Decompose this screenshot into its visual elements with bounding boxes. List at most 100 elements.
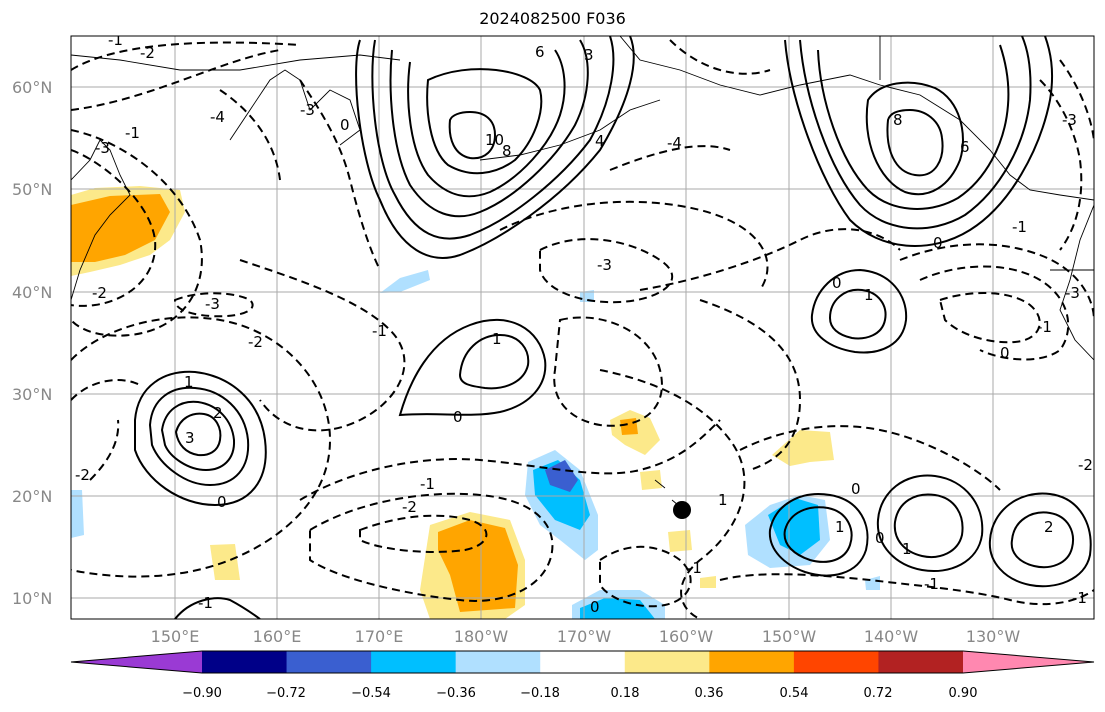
contour-high-east-5 xyxy=(886,108,944,177)
coast-japan xyxy=(71,139,131,301)
contour-west-high-4 xyxy=(174,412,222,457)
contour-label: 2 xyxy=(213,404,223,422)
contour-label: 8 xyxy=(502,142,512,160)
contour-neg-5 xyxy=(239,259,406,432)
contour-label: 0 xyxy=(1000,344,1010,362)
contour-label: 3 xyxy=(185,429,195,447)
lon-label: 160°W xyxy=(659,627,714,646)
contour-label: -1 xyxy=(372,322,387,340)
colorbar-segment xyxy=(371,651,457,673)
colorbar-tick-label: −0.90 xyxy=(182,686,222,701)
contour-west-high-3 xyxy=(160,400,236,472)
contour-label: -3 xyxy=(205,295,220,313)
contour-east-low-1 xyxy=(876,474,984,572)
contour-neg-10 xyxy=(309,492,554,602)
map-title: 2024082500 F036 xyxy=(479,9,626,28)
colorbar-segment xyxy=(286,651,372,673)
shade-cold-east-core xyxy=(768,498,820,555)
colorbar-segment xyxy=(202,651,288,673)
contour-label: 1 xyxy=(184,373,194,391)
contour-label: 1 xyxy=(835,518,845,536)
coast-kamchatka xyxy=(229,69,361,146)
contour-label: -3 xyxy=(95,139,110,157)
contour-label: 0 xyxy=(832,274,842,292)
contour-low-pair-1 xyxy=(768,493,869,577)
lat-axis: 60°N 50°N 40°N 30°N 20°N 10°N xyxy=(12,78,52,608)
contour-high-west-5 xyxy=(426,68,543,175)
colorbar-labels: −0.90 −0.72 −0.54 −0.36 −0.18 0.18 0.36 … xyxy=(182,686,977,701)
contour-neg-19 xyxy=(899,243,1094,321)
contour-high-east-4 xyxy=(865,81,964,196)
contour-label: -3 xyxy=(1065,284,1080,302)
contour-neg-1 xyxy=(71,41,301,71)
contour-label: -4 xyxy=(210,108,225,126)
contour-neg-22 xyxy=(1059,59,1094,141)
coast-siberia xyxy=(71,54,401,71)
contour-label: -1 xyxy=(924,575,939,593)
contour-high-west-6 xyxy=(448,110,497,160)
contour-label: -3 xyxy=(300,101,315,119)
contour-neg-28 xyxy=(719,573,1094,606)
contour-label: 0 xyxy=(590,598,600,616)
shade-warm-near-hawaii-core xyxy=(620,418,638,435)
contour-neg-12 xyxy=(599,369,746,619)
contour-mid-ridge xyxy=(398,319,547,417)
contour-label: 4 xyxy=(595,132,605,150)
contour-label: 6 xyxy=(960,138,970,156)
contour-labels: -2 -1 -4 -3 -1 -3 0 6 3 10 8 -4 4 8 6 0 … xyxy=(75,31,1093,616)
contour-label: -3 xyxy=(1062,111,1077,129)
contour-label: 2 xyxy=(1044,518,1054,536)
contour-label: -2 xyxy=(402,498,417,516)
colorbar-tick-label: −0.18 xyxy=(520,686,560,701)
contour-neg-29 xyxy=(553,316,663,427)
typhoon-center-marker xyxy=(673,501,691,519)
contour-neg-16 xyxy=(609,145,731,171)
map-panel: -2 -1 -4 -3 -1 -3 0 6 3 10 8 -4 4 8 6 0 … xyxy=(71,31,1094,619)
colorbar xyxy=(70,650,1095,674)
shade-warm-east xyxy=(772,430,834,466)
colorbar-segment xyxy=(624,651,710,673)
contour-neg-23 xyxy=(1039,79,1083,251)
shading-layer xyxy=(71,186,880,619)
contour-label: -1 xyxy=(198,594,213,612)
contour-label: 6 xyxy=(535,43,545,61)
contour-neg-20 xyxy=(919,265,1070,361)
lon-label: 140°W xyxy=(864,627,919,646)
contour-west-high-2 xyxy=(148,386,250,487)
lat-label: 30°N xyxy=(12,385,52,404)
contour-neg-9 xyxy=(299,419,721,501)
contour-neg-17 xyxy=(699,299,802,471)
solid-contours xyxy=(134,36,1092,619)
colorbar-tick-label: 0.36 xyxy=(695,686,724,701)
contour-label: 10 xyxy=(485,131,504,149)
colorbar-tick-label: 0.90 xyxy=(949,686,978,701)
colorbar-segment xyxy=(709,651,795,673)
lat-label: 10°N xyxy=(12,589,52,608)
contour-east-high-2 xyxy=(828,288,887,340)
contour-label: -2 xyxy=(248,333,263,351)
lat-label: 50°N xyxy=(12,180,52,199)
contour-neg-14 xyxy=(539,238,674,304)
lon-label: 130°W xyxy=(966,627,1021,646)
map-frame xyxy=(70,35,1095,620)
shade-warm-east-pacific-core xyxy=(438,520,518,612)
lat-label: 40°N xyxy=(12,283,52,302)
contour-label: 1 xyxy=(718,491,728,509)
contour-neg-30 xyxy=(89,419,120,481)
coast-alaska xyxy=(619,36,1094,201)
contour-label: -4 xyxy=(667,134,682,152)
contour-label: 0 xyxy=(217,493,227,511)
contour-mid-ridge-2 xyxy=(458,333,530,390)
lon-label: 180°W xyxy=(454,627,509,646)
contour-east-high xyxy=(810,268,908,354)
contour-label: -1 xyxy=(687,559,702,577)
lon-label: 170°W xyxy=(557,627,612,646)
colorbar-extend-low xyxy=(71,651,202,673)
contour-neg-15 xyxy=(499,200,769,291)
colorbar-tick-label: −0.72 xyxy=(266,686,306,701)
contour-label: 0 xyxy=(453,408,463,426)
colorbar-tick-label: 0.72 xyxy=(864,686,893,701)
contour-label: -1 xyxy=(108,31,123,49)
contour-neg-8 xyxy=(71,379,141,401)
